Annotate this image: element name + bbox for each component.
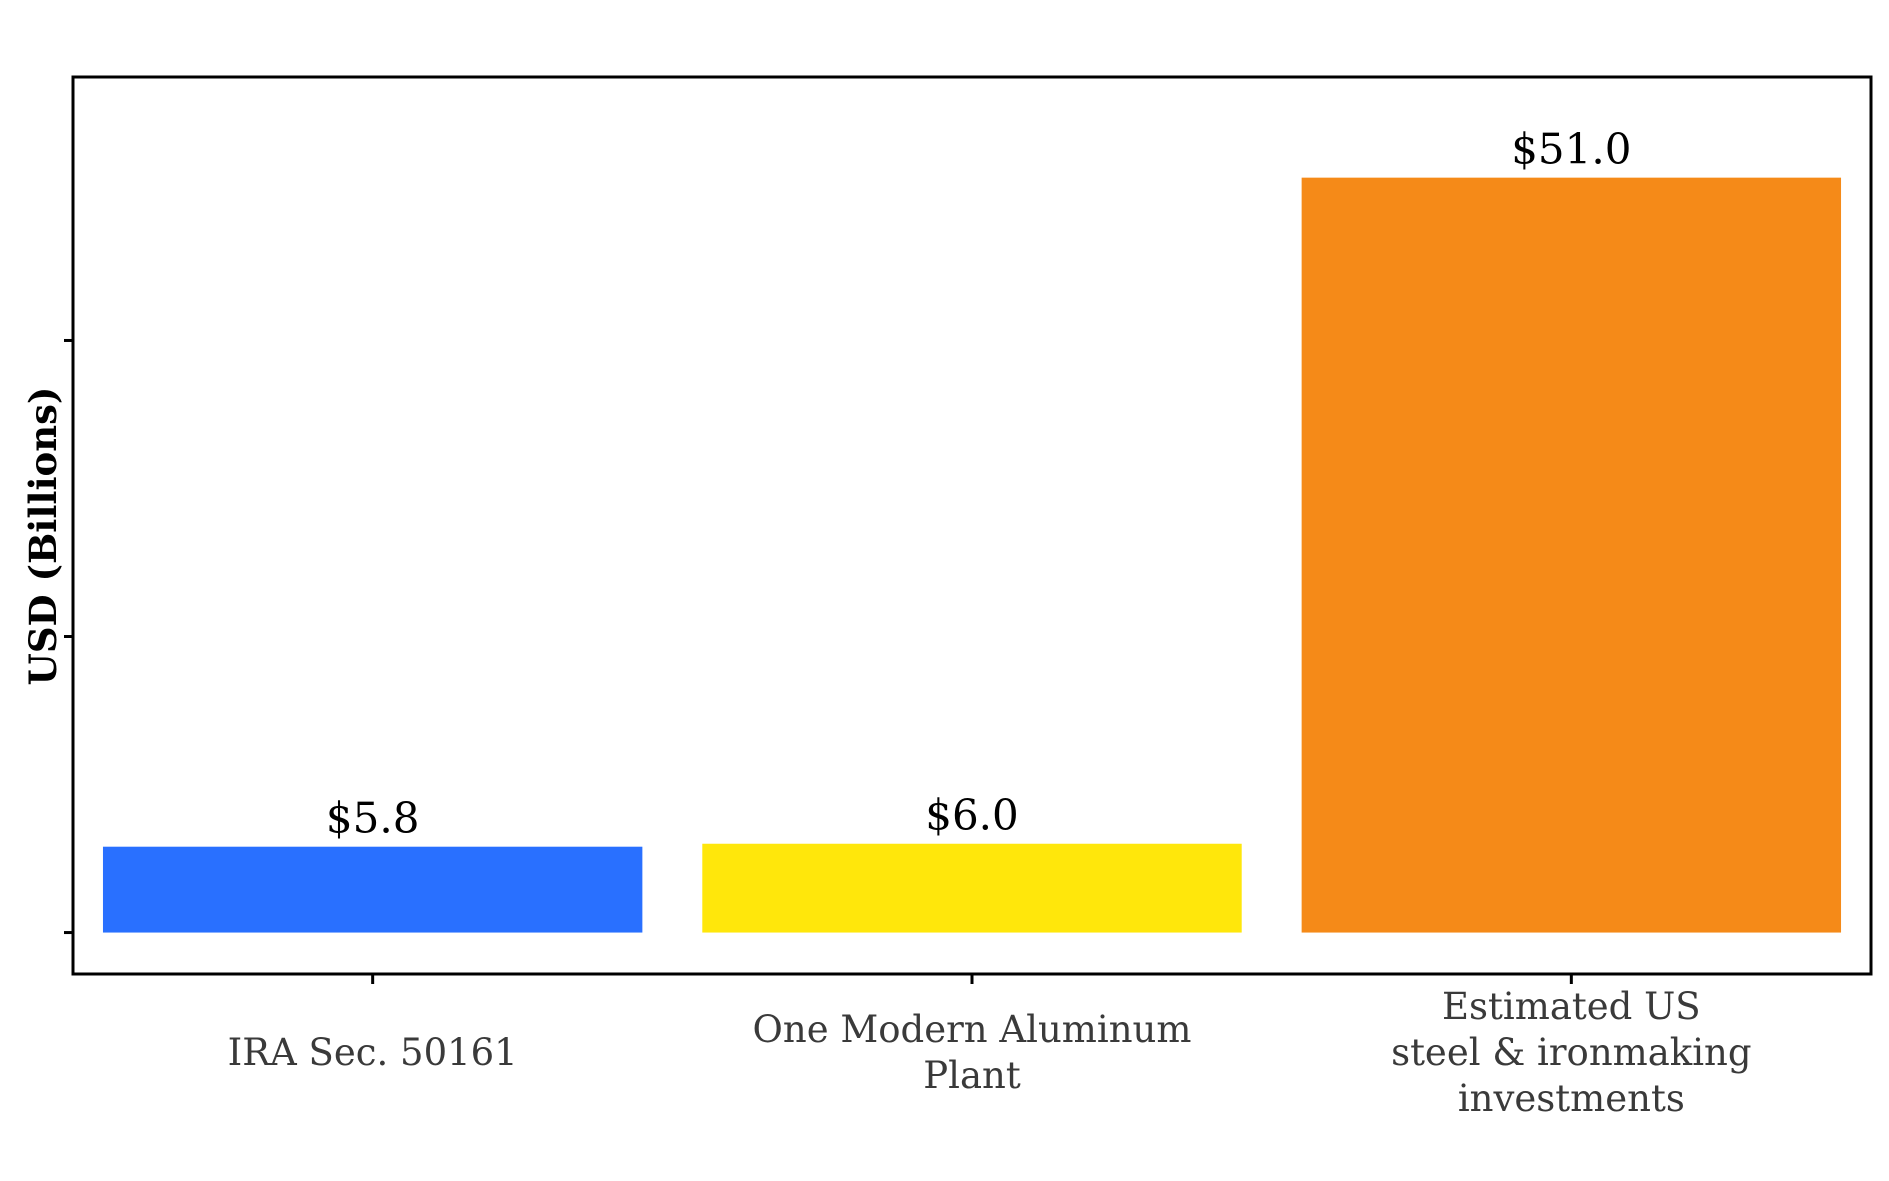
bar-2 [1301,177,1842,933]
bar-data-label-0: $5.8 [326,794,420,843]
x-tick-label-0: IRA Sec. 50161 [228,1031,518,1074]
y-axis-ticks [64,338,73,935]
bar-data-labels: $5.8 $6.0 $51.0 [326,125,1632,843]
x-axis-ticks [371,974,1573,984]
bar-data-label-2: $51.0 [1511,125,1631,174]
x-tick-label-1: One Modern Aluminum Plant [753,1008,1192,1097]
x-axis-tick-labels: IRA Sec. 50161 One Modern Aluminum Plant Es… [228,985,1752,1120]
x-tick-label-2: Estimated US steel & ironmaking investment… [1391,985,1751,1120]
y-axis-title: USD (Billions) [21,387,65,686]
bar-0 [102,846,643,933]
bar-data-label-1: $6.0 [925,791,1019,840]
bars [102,177,1842,933]
bar-1 [702,843,1242,933]
